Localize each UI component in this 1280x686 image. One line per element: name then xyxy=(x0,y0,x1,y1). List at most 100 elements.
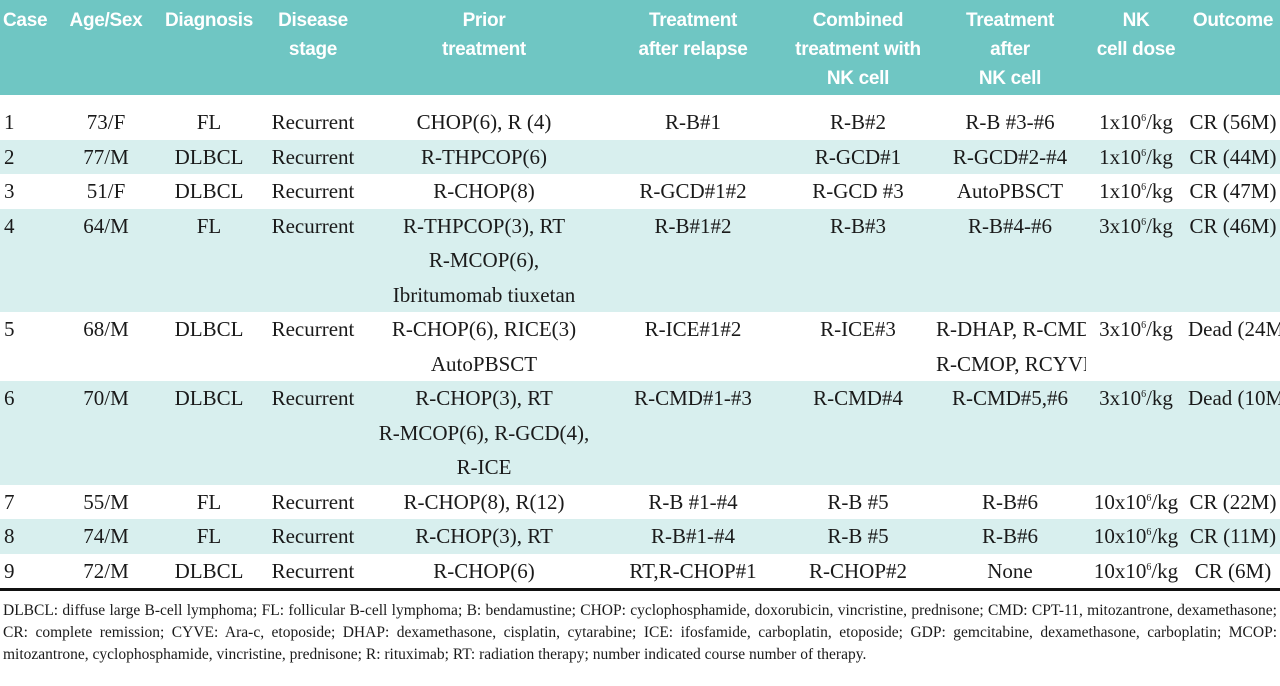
dose-base: 10x10 xyxy=(1093,524,1147,548)
cell-age-sex: 77/M xyxy=(56,139,156,174)
cell-line: R-THPCOP(6) xyxy=(420,144,547,169)
cell-line: R-CMD#1-#3 xyxy=(634,386,752,410)
cell-age-sex: 51/F xyxy=(86,179,126,203)
cell-outcome: CR (46M) xyxy=(1186,208,1280,312)
dose-unit: /kg xyxy=(1146,386,1173,410)
cell-outcome: Dead (24M) xyxy=(1188,317,1280,341)
dose-base: 3x10 xyxy=(1099,317,1142,341)
header-combined-treatment: Combined treatment with NK cell xyxy=(782,0,934,95)
cell-line: R-CHOP(6), RICE(3) xyxy=(391,317,577,341)
cell-line: R-CHOP#2 xyxy=(808,558,908,583)
header-nk-dose: NK cell dose xyxy=(1086,0,1186,95)
cell-line: Ibritumomab tiuxetan xyxy=(392,282,576,307)
cell-line: R-CMD#4 xyxy=(813,386,903,410)
dose-unit: /kg xyxy=(1146,110,1173,134)
header-case: Case xyxy=(0,0,56,95)
cell-disease-stage: Recurrent xyxy=(262,381,364,485)
dose-unit: /kg xyxy=(1146,144,1173,169)
cell-treatment-after-relapse xyxy=(604,139,782,174)
dose-exponent: 6 xyxy=(1141,147,1147,159)
cell-outcome: CR (22M) xyxy=(1189,489,1277,514)
cell-line: CHOP(6), R (4) xyxy=(416,110,552,134)
cell-nk-dose: 3x106/kg xyxy=(1086,312,1186,381)
cell-diagnosis: DLBCL xyxy=(156,139,262,174)
cell-line: R-CMD#5,#6 xyxy=(951,386,1069,410)
cell-line: R-CHOP(8) xyxy=(433,179,535,203)
cell-prior-treatment: R-CHOP(6) xyxy=(364,553,604,591)
cell-line: R-THPCOP(3), RT xyxy=(402,213,566,238)
cell-treatment-after-nk: R-DHAP, R-CMD R-CMOP, RCYVE xyxy=(934,312,1086,381)
cell-line: R-B#6 xyxy=(981,489,1038,514)
cell-treatment-after-nk: R-B#6 xyxy=(934,485,1086,520)
cell-outcome: CR (56M) xyxy=(1189,110,1277,134)
header-line: Age/Sex xyxy=(69,10,143,31)
cell-prior-treatment: R-CHOP(8), R(12) xyxy=(364,485,604,520)
cell-nk-dose: 10x106/kg xyxy=(1086,553,1186,591)
cell-age-sex: 68/M xyxy=(83,317,129,341)
cell-treatment-after-nk: R-CMD#5,#6 xyxy=(934,381,1086,485)
cell-outcome: CR (11M) xyxy=(1186,519,1280,554)
cell-diagnosis: FL xyxy=(196,110,222,134)
dose-exponent: 6 xyxy=(1141,182,1147,193)
cell-treatment-after-nk: R-B#4-#6 xyxy=(934,208,1086,312)
cell-line: R-GCD#2-#4 xyxy=(952,144,1068,169)
cell-disease-stage: Recurrent xyxy=(262,208,364,312)
cell-disease-stage: Recurrent xyxy=(271,317,355,341)
header-line: stage xyxy=(288,39,338,60)
cell-nk-dose: 1x106/kg xyxy=(1086,174,1186,209)
dose-base: 10x10 xyxy=(1093,558,1147,583)
cell-line: R-CHOP(8), R(12) xyxy=(403,489,565,514)
cell-diagnosis: DLBCL xyxy=(174,317,244,341)
cell-line: R-B #5 xyxy=(827,489,889,514)
table-row: 3 51/F DLBCL Recurrent R-CHOP(8) R-GCD#1#2 R-G… xyxy=(0,174,1280,209)
dose-exponent: 6 xyxy=(1146,561,1152,573)
header-line: after relapse xyxy=(638,39,748,60)
cell-disease-stage: Recurrent xyxy=(271,179,355,203)
cell-line: R-CMOP, RCYVE xyxy=(936,351,1086,376)
header-disease-stage: Disease stage xyxy=(262,0,364,95)
header-line: Treatment xyxy=(965,10,1055,31)
header-row: Case Age/Sex Diagnosis Disease stage Prio… xyxy=(0,0,1280,95)
header-line: treatment xyxy=(442,39,526,60)
cell-line: R-B#6 xyxy=(981,524,1038,548)
header-line: Diagnosis xyxy=(164,10,254,31)
cell-age-sex: 55/M xyxy=(83,489,129,514)
header-treatment-after-nk: Treatment after NK cell xyxy=(934,0,1086,95)
cell-case: 8 xyxy=(0,519,56,554)
dose-unit: /kg xyxy=(1146,317,1173,341)
cell-prior-treatment: R-CHOP(8) xyxy=(364,174,604,209)
cell-diagnosis: DLBCL xyxy=(156,381,262,485)
header-line: NK cell xyxy=(826,68,890,89)
cell-treatment-after-relapse: R-B#1#2 xyxy=(604,208,782,312)
cell-line: RT,R-CHOP#1 xyxy=(629,558,757,583)
cell-disease-stage: Recurrent xyxy=(262,553,364,591)
dose-base: 3x10 xyxy=(1099,386,1142,410)
cell-treatment-after-nk: R-GCD#2-#4 xyxy=(934,139,1086,174)
cell-treatment-after-relapse: R-ICE#1#2 xyxy=(604,312,782,381)
cell-line: R-B#1 xyxy=(664,110,721,134)
table-row: 9 72/M DLBCL Recurrent R-CHOP(6) RT,R-CHOP#1 R… xyxy=(0,553,1280,591)
dose-base: 1x10 xyxy=(1099,179,1142,203)
dose-unit: /kg xyxy=(1146,179,1173,203)
cell-line: R-B#2 xyxy=(829,110,886,134)
cell-outcome: CR (47M) xyxy=(1189,179,1277,203)
header-line: Case xyxy=(3,10,48,31)
table-row: 1 73/F FL Recurrent CHOP(6), R (4) R-B#1 R-B#2… xyxy=(0,95,1280,140)
header-line: Treatment xyxy=(648,10,738,31)
cell-line: R-MCOP(6), xyxy=(428,248,540,272)
cell-line: R-B #5 xyxy=(827,524,889,548)
cell-line: R-B#3 xyxy=(829,213,886,238)
dose-base: 1x10 xyxy=(1099,144,1142,169)
cell-age-sex: 74/M xyxy=(56,519,156,554)
cell-case: 2 xyxy=(0,139,56,174)
cell-line: R-CHOP(3), RT xyxy=(415,524,553,548)
cell-line: R-ICE#3 xyxy=(820,317,896,341)
patient-treatment-table: Case Age/Sex Diagnosis Disease stage Prio… xyxy=(0,0,1280,591)
treatment-table-container: Case Age/Sex Diagnosis Disease stage Prio… xyxy=(0,0,1280,591)
cell-prior-treatment: R-THPCOP(6) xyxy=(364,139,604,174)
dose-unit: /kg xyxy=(1151,558,1179,583)
dose-exponent: 6 xyxy=(1141,113,1147,124)
cell-line: R-DHAP, R-CMD xyxy=(936,317,1086,341)
cell-treatment-after-nk: R-B#6 xyxy=(934,519,1086,554)
cell-line: R-B #1-#4 xyxy=(648,489,738,514)
